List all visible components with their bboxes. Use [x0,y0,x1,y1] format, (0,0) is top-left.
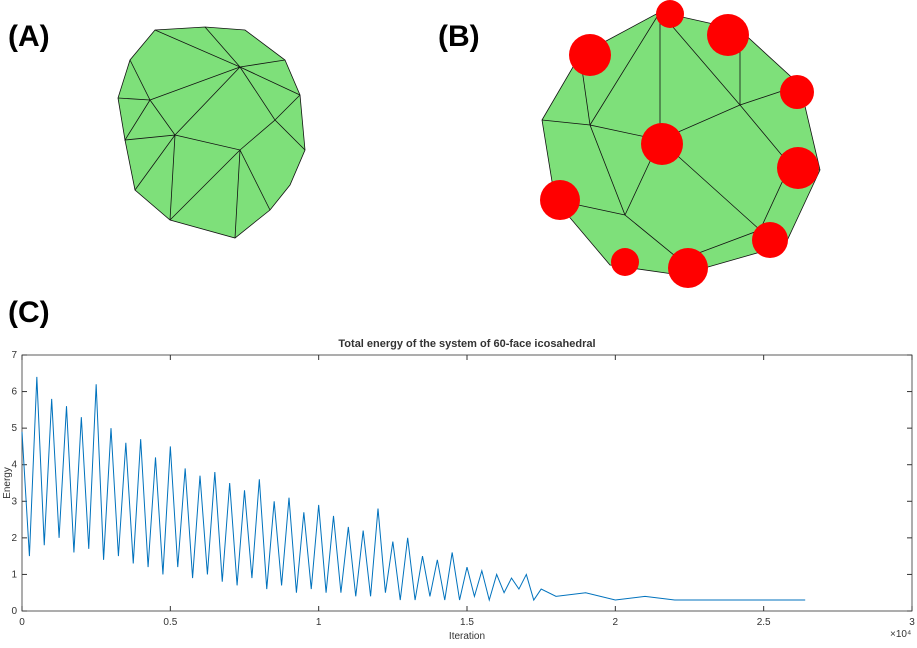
plot-frame [22,355,912,611]
panel-label: (A) [8,20,50,53]
y-tick-label: 2 [11,533,17,544]
chart: Total energy of the system of 60-face ic… [2,338,915,642]
y-axis-label: Energy [2,467,13,499]
x-tick-label: 2 [613,617,619,628]
page: (A) (B) (C) Total energy of the system o… [0,0,917,648]
y-tick-label: 7 [11,350,17,361]
y-tick-label: 3 [11,496,17,507]
chart-title: Total energy of the system of 60-face ic… [338,338,595,350]
y-tick-label: 6 [11,387,17,398]
x-tick-label: 2.5 [757,617,771,628]
x-exponent: ×10⁴ [890,629,911,640]
x-tick-label: 0 [19,617,25,628]
y-tick-label: 5 [11,423,17,434]
figure: (A) (B) (C) Total energy of the system o… [0,0,917,648]
series-line [22,377,805,600]
panel-label: (B) [438,20,480,53]
x-tick-label: 1.5 [460,617,474,628]
y-tick-label: 1 [11,569,17,580]
y-tick-label: 4 [11,460,17,471]
mesh-a [118,27,305,238]
panel-label: (C) [8,296,50,329]
x-axis-label: Iteration [449,631,485,642]
x-tick-label: 0.5 [163,617,177,628]
y-tick-label: 0 [11,606,17,617]
x-tick-label: 3 [909,617,915,628]
x-tick-label: 1 [316,617,322,628]
